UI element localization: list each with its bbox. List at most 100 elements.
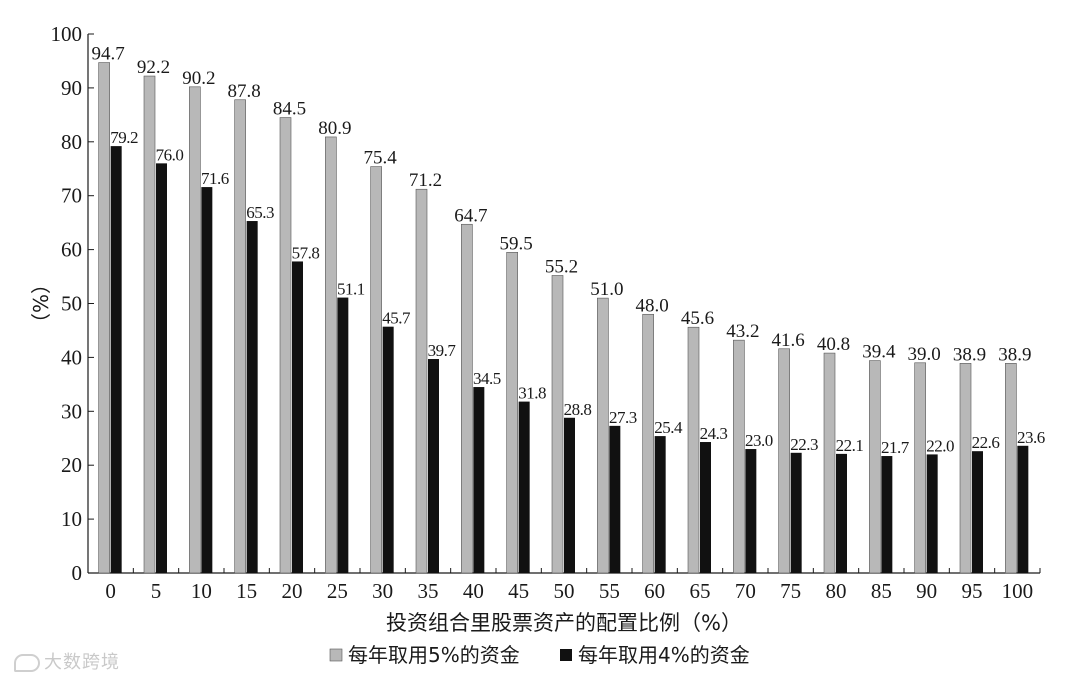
data-label-series-2: 79.2 [110,128,138,147]
y-tick-label: 80 [61,130,82,154]
y-tick-label: 40 [61,345,82,369]
data-label-series-1: 71.2 [409,170,442,191]
data-label-series-2: 23.0 [745,431,773,450]
bar-series-1 [733,339,745,574]
data-label-series-1: 64.7 [454,205,487,226]
data-label-series-1: 75.4 [364,148,398,169]
x-tick-label: 30 [372,579,393,603]
watermark: 大数跨境 [14,648,120,674]
bar-series-2 [654,436,666,573]
y-axis-label: （%） [29,274,53,333]
bar-series-1 [914,362,926,574]
bar-series-1 [597,297,609,574]
bar-series-1 [778,348,790,574]
x-tick-label: 80 [826,579,847,603]
y-tick-label: 50 [61,292,82,316]
bar-series-2 [473,387,485,573]
x-axis-label: 投资组合里股票资产的配置比例（%） [386,611,742,635]
bar-series-1 [325,136,337,574]
bar-series-1 [279,117,292,574]
x-tick-label: 10 [191,579,212,603]
data-label-series-2: 22.3 [790,435,818,454]
bar-series-2 [609,425,621,573]
bar-series-2 [790,452,802,573]
data-label-series-2: 65.3 [246,203,274,222]
bar-series-1 [461,223,473,574]
bar-series-2 [518,401,530,573]
bar-series-1 [642,313,654,574]
data-label-series-2: 24.3 [700,424,728,443]
bar-series-2 [1017,445,1029,573]
y-tick-label: 60 [61,238,82,262]
data-label-series-2: 28.8 [564,400,592,419]
data-label-series-1: 90.2 [182,68,215,89]
bar-series-2 [836,453,847,573]
x-tick-label: 5 [151,579,162,603]
bar-series-2 [428,359,439,573]
bar-series-2 [246,221,258,573]
data-label-series-1: 59.5 [500,233,533,254]
x-tick-label: 60 [644,579,665,603]
x-tick-label: 35 [418,579,439,603]
data-label-series-1: 39.4 [862,342,896,363]
bar-series-1 [823,352,836,574]
data-label-series-1: 87.8 [228,81,261,102]
bar-series-1 [869,360,881,574]
bar-series-1 [551,275,564,574]
bar-series-1 [959,363,972,574]
x-tick-label: 40 [463,579,484,603]
data-label-series-1: 38.9 [998,344,1031,365]
bar-series-1 [1005,363,1017,574]
bar-series-1 [415,188,428,574]
data-label-series-2: 25.4 [654,418,683,437]
y-tick-label: 20 [61,453,82,477]
x-tick-label: 50 [554,579,575,603]
x-tick-label: 70 [735,579,756,603]
data-label-series-1: 80.9 [318,118,351,139]
data-label-series-1: 48.0 [636,295,669,316]
bar-series-2 [700,442,711,573]
data-label-series-2: 39.7 [428,341,457,360]
x-tick-label: 90 [916,579,937,603]
bar-series-1 [143,75,156,574]
bar-series-2 [745,449,757,573]
bar-series-2 [337,297,349,573]
data-label-series-2: 22.1 [836,436,864,455]
x-tick-label: 25 [327,579,348,603]
legend-label-series-2: 每年取用4%的资金 [578,643,750,667]
data-label-series-2: 27.3 [609,408,637,427]
data-label-series-2: 22.0 [926,436,954,455]
bar-series-1 [189,86,201,574]
x-tick-label: 20 [282,579,303,603]
data-label-series-2: 31.8 [518,384,546,403]
bar-series-1 [98,62,110,574]
data-label-series-1: 84.5 [273,99,306,120]
data-label-series-1: 39.0 [908,344,941,365]
y-tick-label: 0 [72,561,83,585]
data-label-series-1: 43.2 [726,321,759,342]
data-label-series-2: 21.7 [881,438,910,457]
data-label-series-2: 34.5 [473,369,501,388]
bar-series-1 [506,251,518,574]
data-label-series-2: 76.0 [156,145,184,164]
y-tick-label: 90 [61,76,82,100]
x-tick-label: 95 [962,579,983,603]
data-label-series-1: 38.9 [953,344,986,365]
bar-series-2 [382,326,394,573]
data-label-series-1: 45.6 [681,308,714,329]
y-tick-label: 10 [61,507,82,531]
data-label-series-1: 51.0 [590,279,623,300]
legend-label-series-1: 每年取用5%的资金 [348,643,520,667]
data-label-series-1: 92.2 [137,57,170,78]
x-tick-label: 85 [871,579,892,603]
legend-swatch-series-1 [329,648,343,662]
data-label-series-2: 57.8 [292,243,320,262]
x-tick-label: 0 [105,579,116,603]
data-label-series-2: 71.6 [201,169,229,188]
bar-series-1 [234,99,246,574]
x-tick-label: 15 [236,579,257,603]
bar-series-1 [370,166,382,574]
data-label-series-1: 41.6 [772,330,805,351]
